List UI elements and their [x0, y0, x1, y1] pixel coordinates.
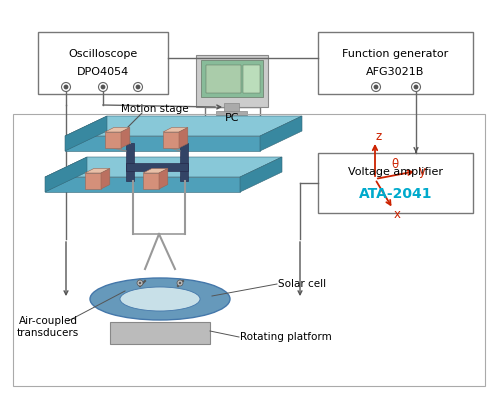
Circle shape — [179, 282, 181, 284]
Text: z: z — [376, 130, 382, 142]
Polygon shape — [163, 132, 179, 148]
Polygon shape — [65, 116, 107, 151]
Circle shape — [101, 85, 105, 89]
Text: y: y — [418, 164, 425, 178]
Circle shape — [64, 85, 68, 89]
Circle shape — [139, 282, 141, 284]
Circle shape — [62, 83, 71, 91]
Text: Air-coupled
transducers: Air-coupled transducers — [17, 316, 79, 338]
Polygon shape — [85, 173, 101, 189]
Polygon shape — [105, 132, 121, 148]
Polygon shape — [85, 168, 110, 173]
Bar — [38, 32, 168, 94]
Bar — [126, 163, 188, 171]
Polygon shape — [65, 116, 302, 136]
Polygon shape — [65, 136, 260, 151]
Text: Voltage amplifier: Voltage amplifier — [348, 167, 443, 177]
Circle shape — [137, 280, 143, 286]
Circle shape — [133, 83, 142, 91]
Polygon shape — [45, 157, 87, 192]
Text: Oscilloscope: Oscilloscope — [68, 49, 138, 59]
Bar — [205, 107, 260, 129]
Polygon shape — [159, 168, 168, 189]
Text: AFG3021B: AFG3021B — [366, 67, 425, 77]
Ellipse shape — [120, 287, 200, 311]
Bar — [180, 143, 188, 181]
Text: Solar cell: Solar cell — [278, 279, 326, 289]
Bar — [206, 65, 241, 93]
Circle shape — [414, 85, 418, 89]
Text: PC: PC — [225, 113, 240, 123]
Circle shape — [99, 83, 108, 91]
Bar — [13, 114, 485, 386]
Polygon shape — [240, 157, 282, 192]
Text: x: x — [393, 207, 400, 221]
Bar — [318, 32, 473, 94]
Bar — [196, 55, 268, 107]
Text: DPO4054: DPO4054 — [77, 67, 129, 77]
Polygon shape — [260, 116, 302, 151]
Text: ATA-2041: ATA-2041 — [359, 187, 432, 201]
Polygon shape — [143, 168, 168, 173]
Bar — [110, 322, 210, 344]
Polygon shape — [121, 128, 130, 148]
Polygon shape — [45, 177, 240, 192]
Text: Function generator: Function generator — [342, 49, 448, 59]
Bar — [216, 111, 247, 115]
Polygon shape — [143, 173, 159, 189]
Text: θ: θ — [391, 158, 399, 170]
Circle shape — [411, 83, 420, 91]
Polygon shape — [163, 128, 188, 132]
Polygon shape — [45, 157, 282, 177]
Text: Motion stage: Motion stage — [121, 104, 189, 114]
Polygon shape — [105, 128, 130, 132]
Bar — [224, 103, 239, 113]
Bar — [201, 60, 263, 97]
Circle shape — [177, 280, 183, 286]
Bar — [318, 153, 473, 213]
Circle shape — [372, 83, 380, 91]
Polygon shape — [101, 168, 110, 189]
Bar — [126, 143, 134, 181]
Circle shape — [136, 85, 140, 89]
Text: Rotating platform: Rotating platform — [240, 332, 332, 342]
Circle shape — [374, 85, 378, 89]
Polygon shape — [179, 128, 188, 148]
Bar — [243, 65, 260, 93]
Ellipse shape — [90, 278, 230, 320]
